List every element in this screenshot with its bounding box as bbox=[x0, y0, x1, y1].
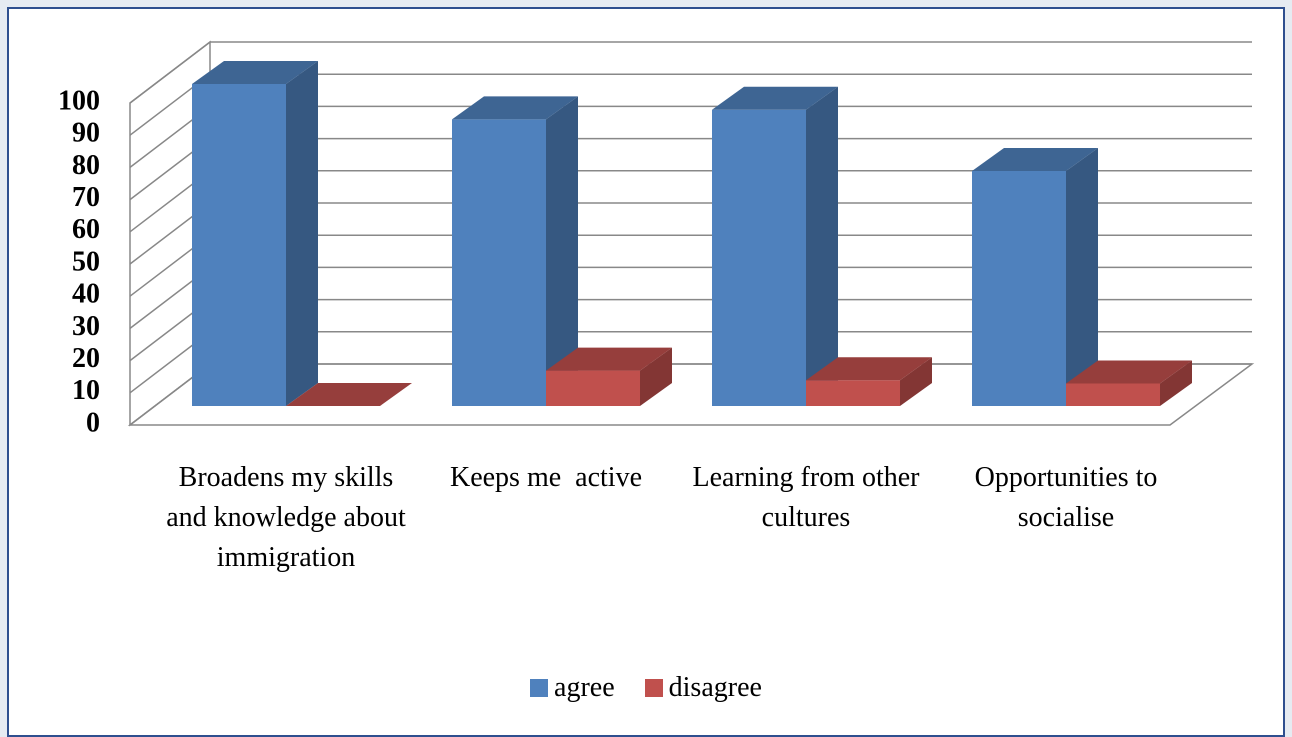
legend: agree disagree bbox=[0, 672, 1292, 704]
legend-item: agree bbox=[530, 672, 615, 704]
y-tick-label: 70 bbox=[72, 182, 100, 213]
bar-top bbox=[972, 147, 1098, 171]
bar bbox=[712, 86, 838, 406]
y-tick-label: 80 bbox=[72, 150, 100, 181]
bar-top bbox=[546, 347, 672, 371]
y-tick-label: 0 bbox=[86, 407, 100, 438]
bar bbox=[972, 147, 1098, 406]
y-tick-label: 30 bbox=[72, 311, 100, 342]
y-tick-label: 10 bbox=[72, 375, 100, 406]
bar bbox=[286, 383, 412, 406]
grid-line bbox=[129, 41, 1252, 104]
bar-side bbox=[1160, 360, 1192, 406]
legend-label: disagree bbox=[668, 672, 762, 703]
y-tick-label: 20 bbox=[72, 343, 100, 374]
bar-top bbox=[286, 383, 412, 406]
x-tick-label: Broadens my skills and knowledge about i… bbox=[166, 462, 413, 573]
legend-swatch bbox=[530, 679, 549, 697]
y-tick-label: 90 bbox=[72, 118, 100, 149]
bar bbox=[1066, 360, 1192, 406]
bar-side bbox=[286, 61, 318, 406]
y-tick-label: 40 bbox=[72, 279, 100, 310]
bar-front bbox=[972, 170, 1066, 406]
x-tick-label: Learning from other cultures bbox=[692, 462, 927, 533]
bar bbox=[452, 96, 578, 407]
bar-top bbox=[452, 96, 578, 120]
bar bbox=[806, 357, 932, 406]
bar-side bbox=[546, 96, 578, 407]
bar-top bbox=[806, 357, 932, 381]
legend-label: agree bbox=[554, 672, 615, 703]
bar-front bbox=[192, 84, 286, 406]
bar-side bbox=[900, 357, 932, 406]
bar-top bbox=[1066, 360, 1192, 384]
bar-front bbox=[1066, 383, 1160, 406]
bar-top bbox=[712, 86, 838, 110]
bar-side bbox=[640, 347, 672, 406]
y-tick-label: 60 bbox=[72, 214, 100, 245]
legend-item: disagree bbox=[644, 672, 762, 704]
x-tick-label: Opportunities to socialise bbox=[974, 462, 1165, 533]
y-tick-label: 100 bbox=[58, 85, 100, 116]
y-tick-label: 50 bbox=[72, 246, 100, 277]
x-tick-label: Keeps me active bbox=[449, 462, 643, 493]
bar-front bbox=[452, 119, 546, 407]
bar-side bbox=[1066, 147, 1098, 406]
bar-front bbox=[712, 109, 806, 406]
bar bbox=[192, 61, 318, 406]
legend-swatch bbox=[644, 679, 663, 697]
bar-side bbox=[806, 86, 838, 406]
bar-front bbox=[546, 370, 640, 406]
bar-top bbox=[192, 61, 318, 84]
bar-front bbox=[806, 380, 900, 406]
bar bbox=[546, 347, 672, 406]
